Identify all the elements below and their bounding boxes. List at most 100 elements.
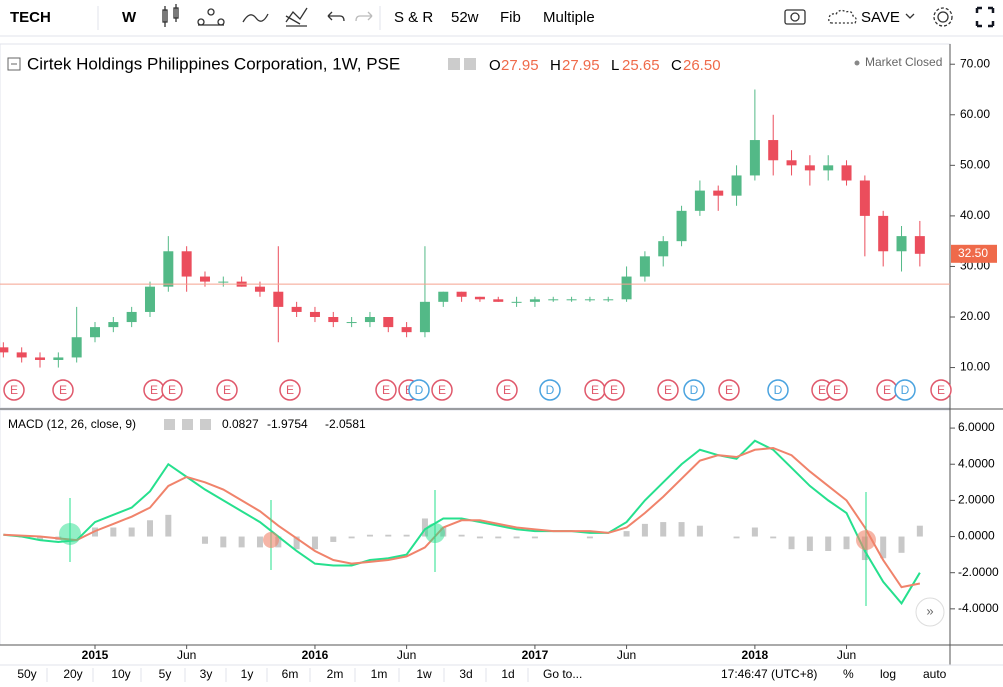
legend-icon[interactable] [464,58,476,70]
candle-body [768,140,779,161]
toolbar-button[interactable]: 52w [451,9,479,26]
save-button[interactable]: SAVE [861,9,900,26]
y-tick-label: 60.00 [960,107,990,121]
candle-body [749,140,760,176]
histogram-bar [623,531,630,537]
event-marker[interactable] [539,379,561,401]
collapse-icon[interactable] [7,57,21,71]
histogram-bar [751,527,758,537]
range-button[interactable]: 1y [241,667,254,681]
histogram-bar [825,536,832,551]
histogram-bar [531,536,538,539]
candle-body [823,165,834,171]
histogram-bar [146,520,153,537]
range-button[interactable]: 1m [371,667,388,681]
x-tick-label: 2016 [302,648,329,662]
event-marker[interactable] [603,379,625,401]
event-marker[interactable] [216,379,238,401]
candle-body [364,317,375,323]
percent-toggle[interactable]: % [843,667,854,681]
log-toggle[interactable]: log [880,667,896,681]
event-marker[interactable] [496,379,518,401]
candle-body [786,160,797,166]
event-label: D [546,383,555,397]
event-marker[interactable] [279,379,301,401]
candle-body [713,190,724,196]
toolbar-icons[interactable] [162,4,995,28]
histogram-bar [641,523,648,537]
signal-value: -2.0581 [325,417,366,431]
range-button[interactable]: 6m [282,667,299,681]
histogram-bar [916,525,923,537]
event-label: E [10,383,18,397]
event-marker[interactable] [826,379,848,401]
histogram-bar [696,525,703,537]
macd-line [3,439,921,606]
macd-value: -1.9754 [267,417,308,431]
last-price-label: 32.50 [958,246,988,260]
event-marker[interactable] [657,379,679,401]
event-marker[interactable] [52,379,74,401]
candle-body [859,180,870,216]
range-button[interactable]: 10y [111,667,130,681]
x-tick-label: Jun [837,648,856,662]
candle-body [474,296,485,300]
candle-body [273,291,284,307]
candle-body [53,357,64,360]
candle-body [914,236,925,254]
goto-button[interactable]: Go to... [543,667,582,681]
event-marker[interactable] [161,379,183,401]
range-button[interactable]: 20y [63,667,82,681]
candle-body [548,299,559,301]
x-tick-label: 2015 [82,648,109,662]
candle-body [584,299,595,301]
histogram-bar [238,536,245,548]
candle-body [163,251,174,287]
macd-layer: -4.0000 -2.0000 0.0000 2.0000 4.0000 6.0000 [3,420,999,615]
open-label: O [489,57,501,74]
histogram-bar [513,536,520,539]
range-button[interactable]: 5y [159,667,172,681]
candle-body [309,311,320,317]
indicator-icons[interactable] [164,419,211,430]
event-marker[interactable] [718,379,740,401]
scroll-button[interactable] [915,597,945,627]
event-label: E [833,383,841,397]
histogram-bar [495,536,502,539]
low-label: L [611,57,619,74]
histogram-bar [806,536,813,551]
close-value: 26.50 [683,57,721,74]
symbol[interactable]: TECH [10,9,51,26]
event-marker[interactable] [767,379,789,401]
event-label: E [438,383,446,397]
candle-body [566,299,577,301]
range-button[interactable]: 3y [200,667,213,681]
legend-icon[interactable] [448,58,460,70]
candle-body [401,327,412,333]
event-marker[interactable] [408,379,430,401]
auto-toggle[interactable]: auto [923,667,947,681]
event-label: E [223,383,231,397]
event-marker[interactable] [683,379,705,401]
range-button[interactable]: 1d [501,667,514,681]
histogram-bar [898,536,905,553]
range-button[interactable]: 1w [416,667,432,681]
event-marker[interactable] [930,379,952,401]
range-button[interactable]: 3d [459,667,472,681]
toolbar-button[interactable]: Fib [500,9,521,26]
candle-body [603,299,614,301]
histogram-bar [311,536,318,550]
interval[interactable]: W [122,9,137,26]
range-button[interactable]: 50y [17,667,36,681]
event-label: E [150,383,158,397]
toolbar-button[interactable]: S & R [394,9,433,26]
toolbar-button[interactable]: Multiple [543,9,595,26]
event-marker[interactable] [375,379,397,401]
event-marker[interactable] [3,379,25,401]
range-button[interactable]: 2m [327,667,344,681]
y-tick-label: 40.00 [960,208,990,222]
event-marker[interactable] [431,379,453,401]
event-marker[interactable] [894,379,916,401]
